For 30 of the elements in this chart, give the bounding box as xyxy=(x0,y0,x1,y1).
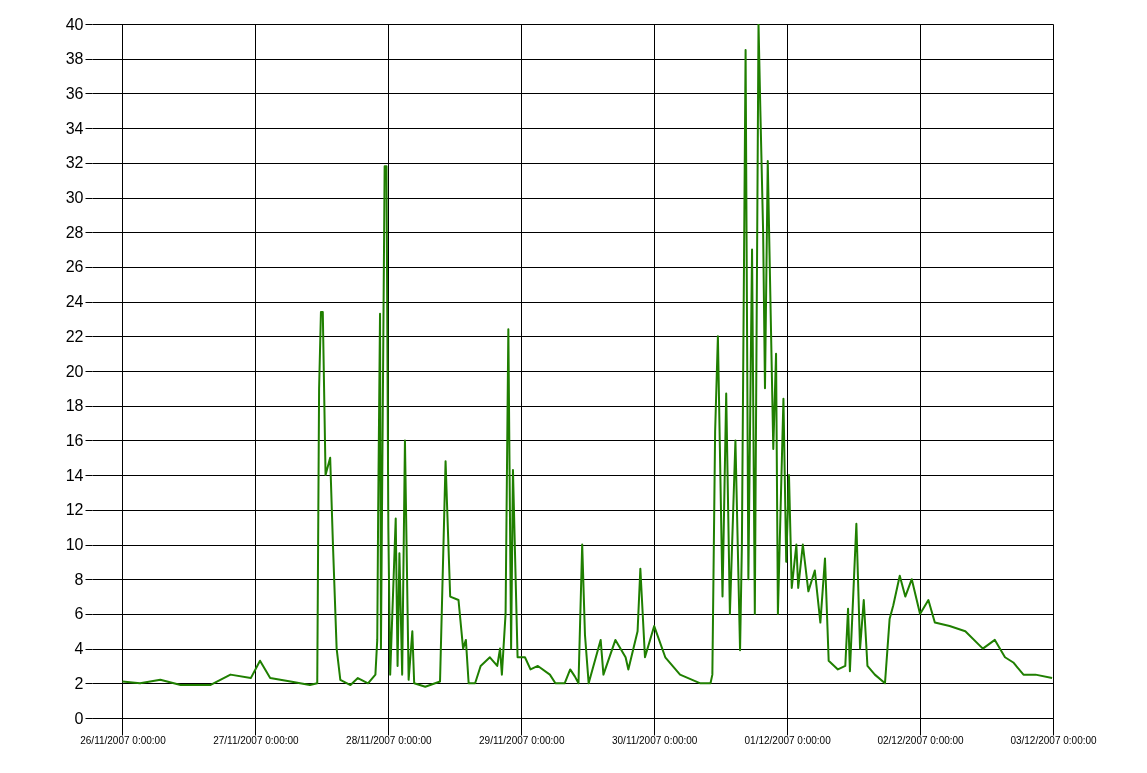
x-tick-label: 28/11/2007 0:00:00 xyxy=(346,734,432,746)
y-tick-label: 24 xyxy=(65,293,84,311)
y-tick-label: 40 xyxy=(65,15,84,33)
x-tick-label: 26/11/2007 0:00:00 xyxy=(80,734,167,746)
y-tick-label: 30 xyxy=(65,189,84,206)
x-tick-label: 03/12/2007 0:00:00 xyxy=(1010,734,1098,746)
x-tick-label: 30/11/2007 0:00:00 xyxy=(611,734,698,746)
y-tick-label: 16 xyxy=(65,431,84,449)
y-tick-label: 10 xyxy=(65,536,84,553)
y-tick-label: 12 xyxy=(65,501,84,519)
y-tick-label: 18 xyxy=(65,397,84,415)
y-tick-label: 34 xyxy=(65,119,84,137)
y-tick-label: 6 xyxy=(74,605,84,623)
x-tick-label: 27/11/2007 0:00:00 xyxy=(213,734,300,746)
y-tick-label: 36 xyxy=(65,84,84,102)
y-tick-label: 38 xyxy=(65,50,84,68)
x-tick-label: 02/12/2007 0:00:00 xyxy=(877,734,965,746)
y-tick-label: 20 xyxy=(65,362,84,380)
y-tick-label: 4 xyxy=(74,640,84,658)
line-series xyxy=(121,24,1053,688)
y-tick-label: 14 xyxy=(65,466,84,484)
y-tick-label: 0 xyxy=(74,709,84,727)
y-tick-label: 8 xyxy=(74,570,84,588)
x-tick-label: 01/12/2007 0:00:00 xyxy=(744,734,832,746)
y-tick-label: 32 xyxy=(65,154,84,172)
y-tick-label: 26 xyxy=(65,258,84,276)
y-tick-label: 22 xyxy=(65,327,84,345)
x-tick-label: 29/11/2007 0:00:00 xyxy=(479,734,565,746)
y-tick-label: 28 xyxy=(65,223,84,241)
y-tick-label: 2 xyxy=(74,674,84,692)
